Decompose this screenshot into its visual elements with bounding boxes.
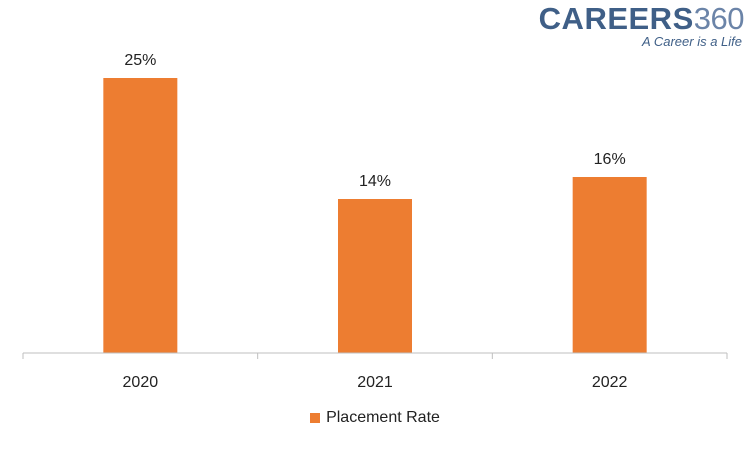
category-label-2020: 2020 xyxy=(123,374,159,391)
category-label-2021: 2021 xyxy=(357,374,393,391)
logo-tagline: A Career is a Life xyxy=(642,34,742,49)
category-labels: 2020 2021 2022 xyxy=(123,374,628,391)
logo-word: CAREERS xyxy=(538,1,694,36)
bar-2022 xyxy=(572,177,647,353)
legend-label: Placement Rate xyxy=(326,409,440,426)
data-label-2022: 16% xyxy=(594,151,626,168)
chart-legend: Placement Rate xyxy=(0,409,750,427)
careers360-logo: CAREERS360 A Career is a Life xyxy=(538,1,745,50)
bar-2021 xyxy=(338,199,412,353)
category-label-2022: 2022 xyxy=(592,374,628,391)
data-labels: 25% 14% 16% xyxy=(124,52,625,190)
axis-ticks xyxy=(22,353,728,359)
data-label-2021: 14% xyxy=(359,173,391,190)
bars-layer xyxy=(103,78,647,353)
logo-number: 360 xyxy=(693,1,745,36)
bar-2020 xyxy=(103,78,178,353)
legend-swatch xyxy=(310,413,321,423)
data-label-2020: 25% xyxy=(124,52,156,69)
